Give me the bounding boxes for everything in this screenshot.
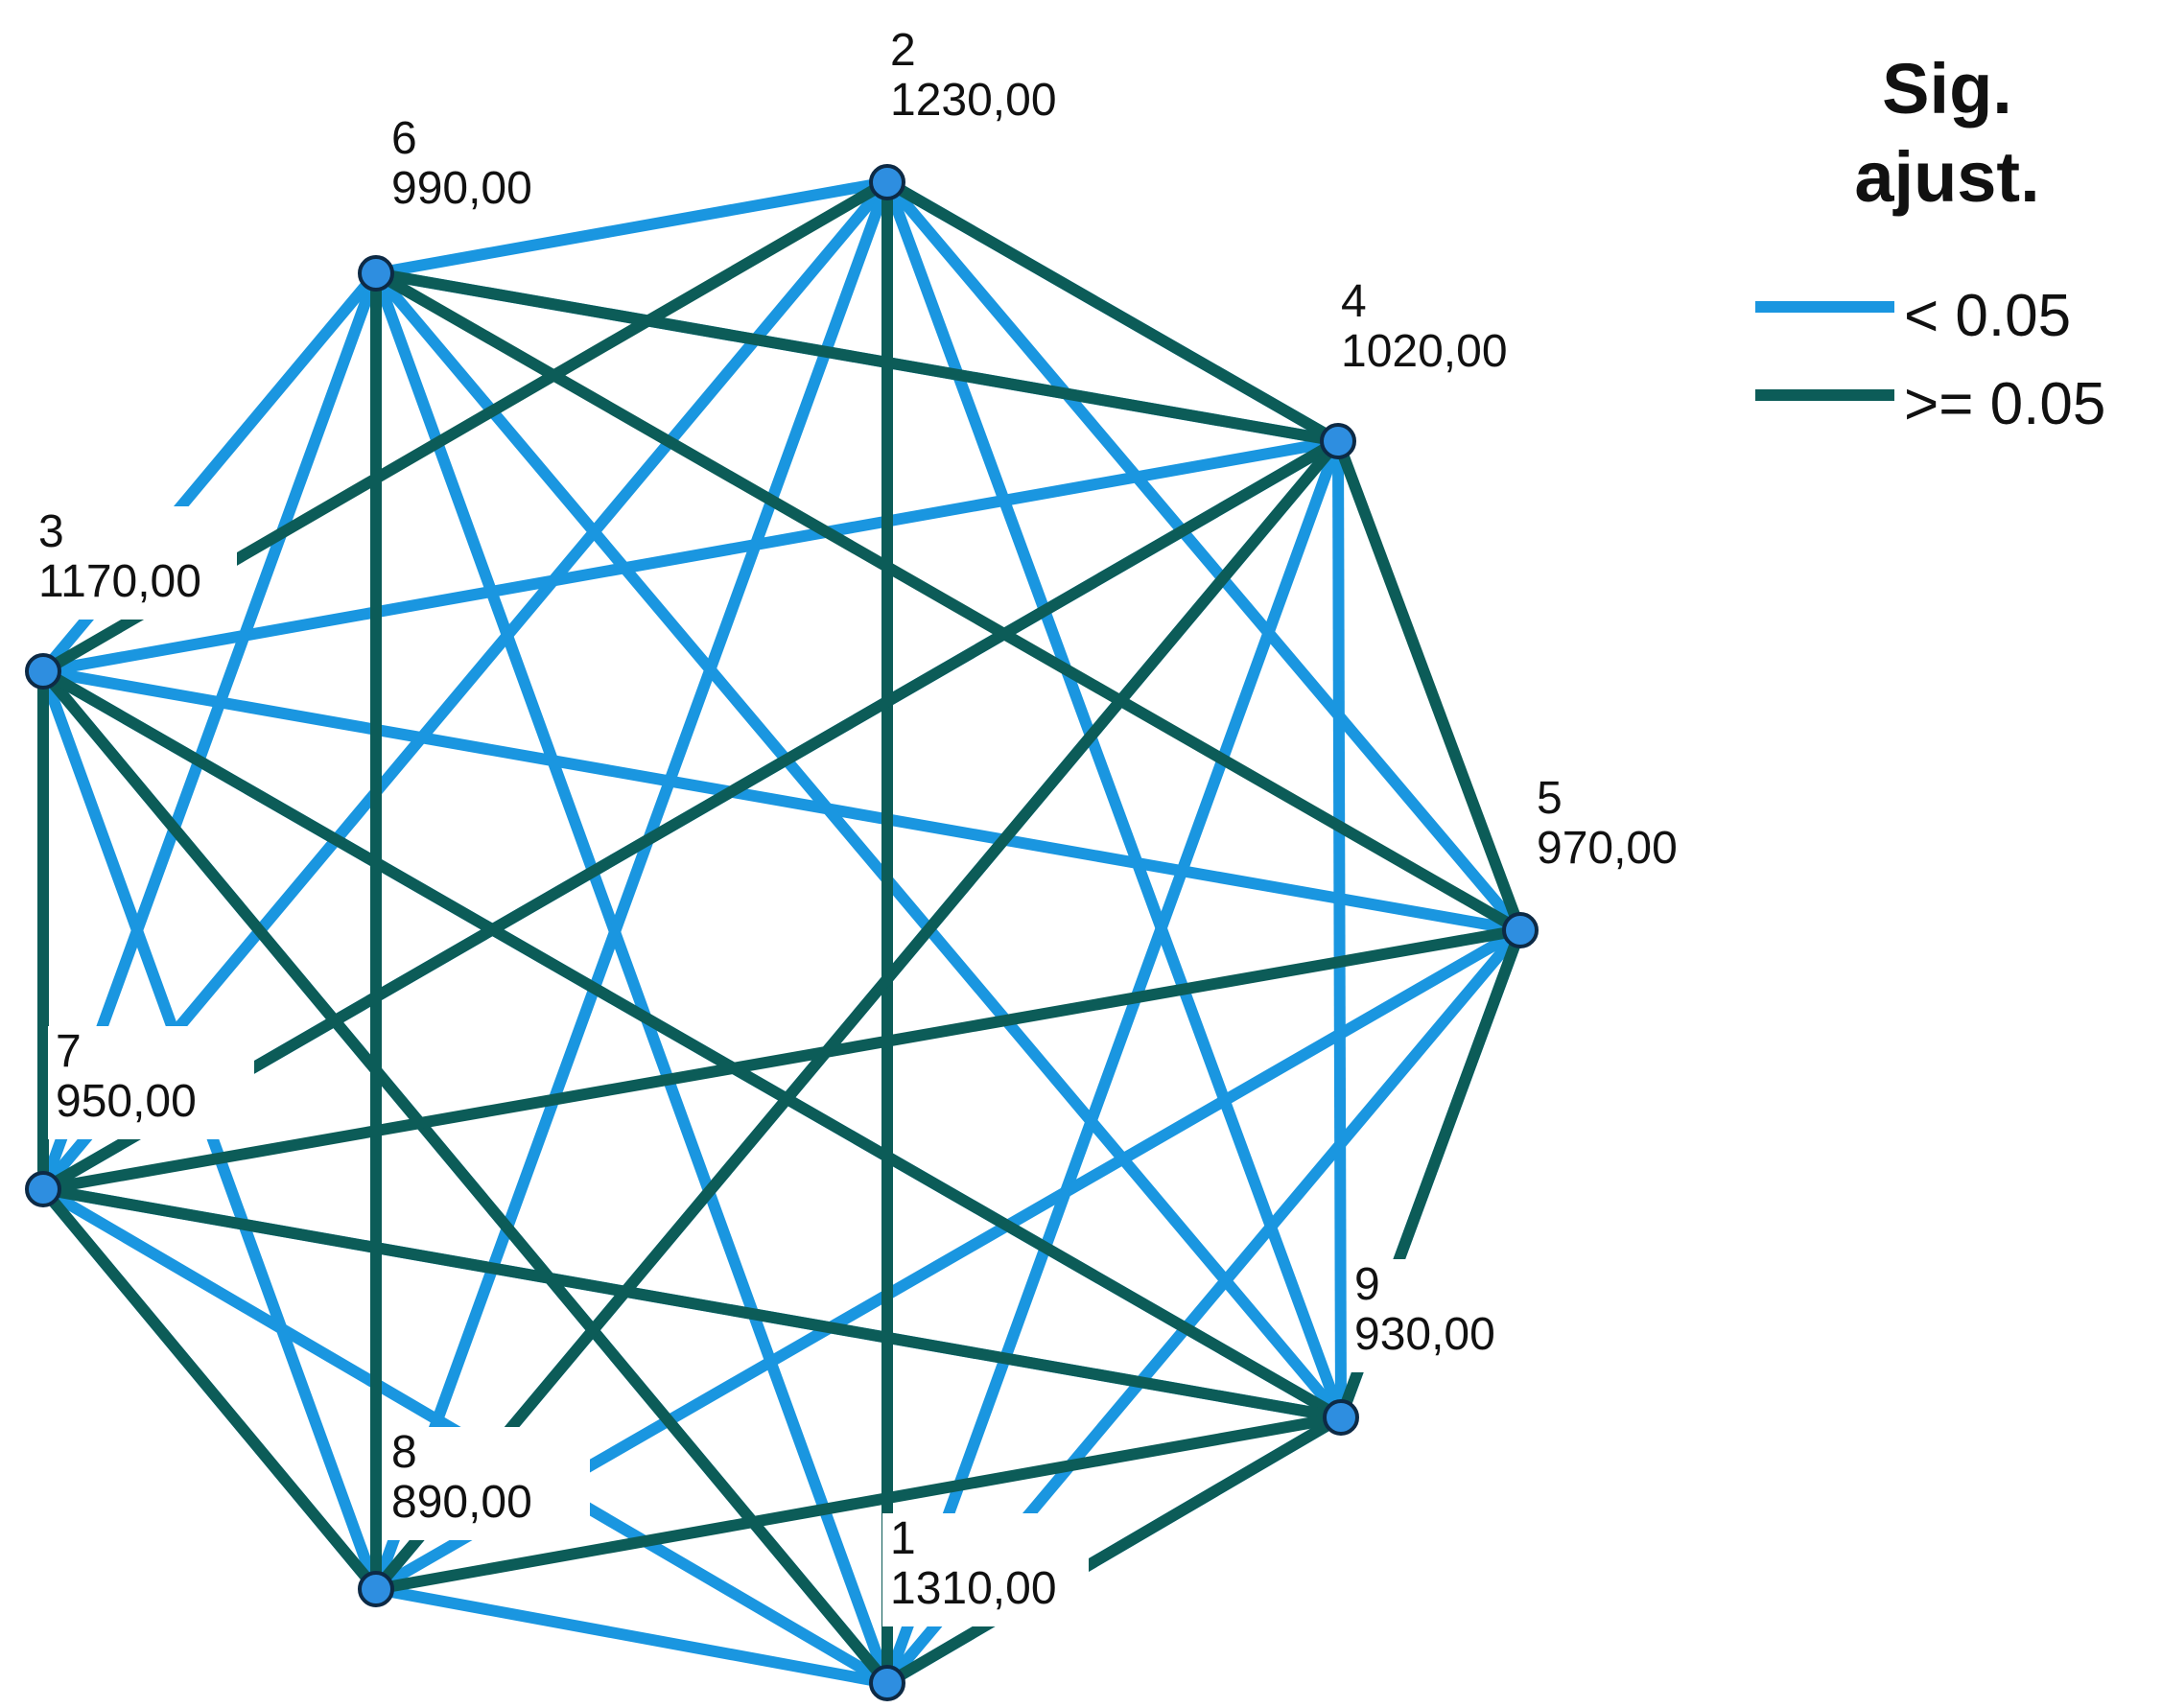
label-mask-4 [1333,276,1539,389]
label-mask-9 [1347,1259,1553,1372]
node-value-label-7: 950,00 [56,1076,197,1127]
node-id-label-2: 2 [890,25,916,76]
label-mask-8 [384,1427,590,1540]
node-4 [1320,423,1356,459]
node-value-label-8: 890,00 [391,1477,532,1528]
node-id-label-7: 7 [56,1026,82,1077]
edge-nonsig-8-4 [371,437,1343,1593]
node-value-label-1: 1310,00 [890,1563,1057,1614]
edge-nonsig-4-7 [39,435,1342,1195]
node-id-label-4: 4 [1341,276,1367,327]
node-3 [25,653,61,690]
edge-nonsig-5-7 [41,924,1522,1195]
legend-title-line1: Sig. [1882,49,2012,129]
node-7 [25,1171,61,1207]
node-id-label-1: 1 [890,1513,916,1564]
edge-sig-3-5 [41,666,1522,936]
edge-sig-1-8 [374,1583,889,1689]
edge-sig-2-6 [374,176,889,279]
edge-nonsig-1-3 [38,667,892,1687]
label-mask-3 [31,506,237,620]
nodes-layer [25,164,1539,1701]
edge-sig-2-8 [370,179,893,1592]
legend-label-significant: < 0.05 [1904,283,2071,349]
edge-sig-4-1 [881,438,1344,1686]
node-2 [869,164,905,200]
node-id-label-5: 5 [1537,773,1563,824]
node-value-label-6: 990,00 [391,163,532,214]
edge-sig-2-5 [882,178,1525,934]
edge-sig-1-6 [370,270,893,1686]
label-mask-2 [882,25,1089,138]
edge-nonsig-3-9 [40,666,1344,1423]
label-mask-1 [882,1513,1089,1626]
node-id-label-9: 9 [1354,1259,1380,1310]
node-value-label-2: 1230,00 [890,75,1057,126]
edge-sig-3-4 [41,435,1340,677]
edge-nonsig-4-5 [1332,438,1526,933]
node-5 [1502,912,1539,948]
edge-sig-6-9 [371,269,1346,1421]
label-mask-6 [384,113,590,226]
edge-nonsig-7-8 [38,1185,381,1593]
node-id-label-8: 8 [391,1427,417,1478]
node-8 [358,1571,394,1607]
label-masks [31,25,1735,1626]
node-value-label-4: 1020,00 [1341,326,1508,377]
edge-sig-4-9 [1332,440,1347,1418]
edge-nonsig-4-2 [884,176,1341,447]
edge-sig-2-7 [38,178,892,1193]
edges-layer [37,176,1526,1689]
node-id-label-3: 3 [38,506,64,557]
node-9 [1323,1399,1359,1436]
node-id-label-6: 6 [391,113,417,164]
edge-nonsig-8-9 [374,1412,1343,1595]
label-mask-5 [1529,773,1735,886]
node-1 [869,1665,905,1701]
node-6 [358,255,394,292]
edge-nonsig-7-9 [41,1183,1343,1423]
label-mask-7 [48,1026,254,1139]
legend: Sig. ajust. < 0.05 >= 0.05 [1755,49,2105,437]
node-value-label-9: 930,00 [1354,1309,1495,1360]
edge-nonsig-1-9 [883,1412,1345,1689]
edge-sig-2-9 [881,179,1347,1420]
legend-label-nonsignificant: >= 0.05 [1904,371,2105,437]
edge-nonsig-4-6 [374,268,1340,447]
legend-title-line2: ajust. [1854,137,2039,217]
node-value-label-3: 1170,00 [38,556,201,607]
edge-nonsig-5-6 [373,268,1523,936]
node-value-label-5: 970,00 [1537,823,1678,874]
